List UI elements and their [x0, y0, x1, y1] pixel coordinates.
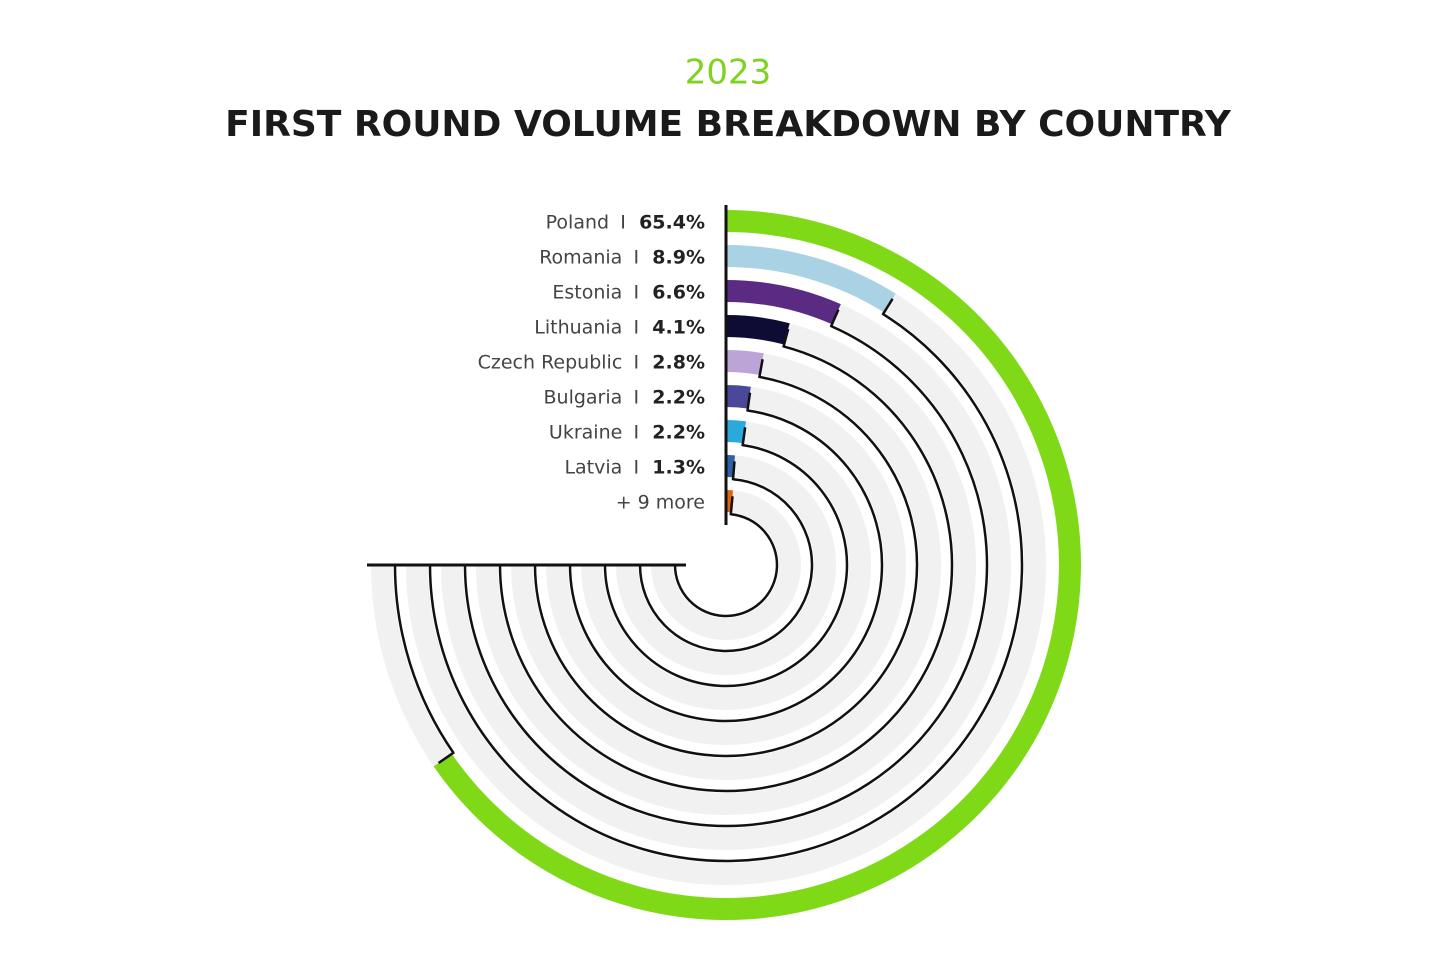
bar-end-tick	[731, 461, 736, 481]
bar-end-tick	[829, 309, 840, 328]
category-label: Latvia	[564, 457, 622, 479]
track	[616, 455, 836, 675]
ring-line	[603, 443, 849, 688]
value-label: 2.2%	[652, 422, 705, 444]
track	[546, 385, 906, 745]
bar	[433, 210, 1081, 920]
chart-subtitle: 2023	[685, 53, 772, 93]
bar	[725, 385, 751, 409]
ring-line	[533, 375, 919, 758]
track	[651, 490, 801, 640]
ring-line	[463, 324, 989, 828]
bar	[725, 420, 746, 444]
track	[441, 280, 1011, 850]
bar-end-tick	[729, 496, 734, 516]
ring-line	[638, 478, 814, 653]
category-label: Bulgaria	[544, 387, 623, 409]
category-label: Estonia	[552, 282, 622, 304]
separator: I	[633, 387, 639, 409]
value-label: 2.2%	[652, 387, 705, 409]
bar-end-tick	[881, 298, 894, 316]
separator: I	[633, 422, 639, 444]
chart-title: FIRST ROUND VOLUME BREAKDOWN BY COUNTRY	[225, 104, 1232, 145]
ring-line	[498, 345, 954, 793]
track	[511, 350, 941, 780]
bar-end-tick	[741, 427, 747, 447]
value-label: 8.9%	[652, 247, 705, 269]
separator: I	[633, 282, 639, 304]
track	[476, 315, 976, 815]
separator: I	[633, 317, 639, 339]
bar	[725, 280, 841, 325]
bar	[725, 350, 764, 376]
ring-line	[568, 409, 884, 723]
value-label: 65.4%	[639, 212, 705, 234]
bar	[725, 315, 790, 345]
bar-end-tick	[746, 392, 752, 412]
bar-end-tick	[758, 359, 764, 379]
ring-line	[428, 313, 1024, 863]
separator: I	[633, 457, 639, 479]
separator: I	[620, 212, 626, 234]
value-label: 4.1%	[652, 317, 705, 339]
value-label: 2.8%	[652, 352, 705, 374]
ring-line	[393, 564, 455, 754]
value-label: 6.6%	[652, 282, 705, 304]
bar-end-tick	[437, 751, 455, 765]
ring-line	[673, 512, 779, 618]
separator: I	[633, 352, 639, 374]
bar-end-tick	[782, 328, 790, 348]
rings	[371, 210, 1081, 920]
category-label: Poland	[546, 212, 609, 234]
category-label: Lithuania	[534, 317, 622, 339]
category-label: Romania	[539, 247, 622, 269]
bar	[725, 245, 896, 313]
category-label: Ukraine	[549, 422, 622, 444]
category-label: + 9 more	[616, 492, 705, 514]
value-label: 1.3%	[652, 457, 705, 479]
track	[581, 420, 871, 710]
separator: I	[633, 247, 639, 269]
track	[406, 245, 1046, 885]
category-label: Czech Republic	[478, 352, 623, 374]
